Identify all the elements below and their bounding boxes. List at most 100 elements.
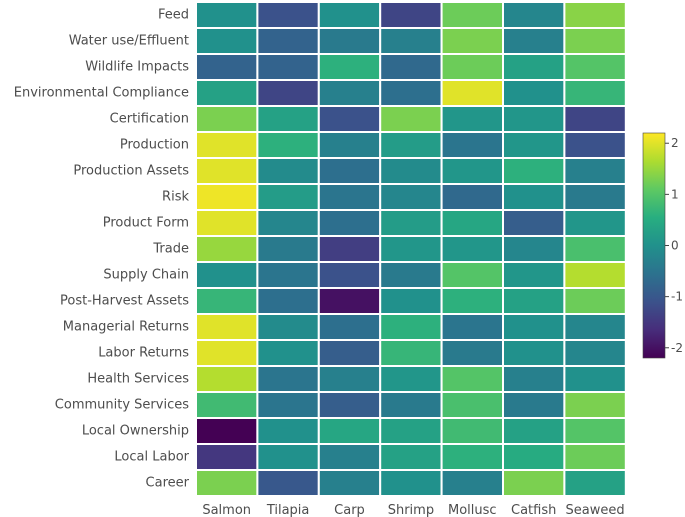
heatmap-cell-6-6 (563, 157, 627, 185)
heatmap-cell-0-6 (563, 1, 627, 29)
heatmap-cell-5-5 (502, 131, 566, 159)
heatmap-cell-8-6 (563, 209, 627, 237)
y-tick-label: Feed (158, 8, 189, 23)
heatmap-cell-15-2 (317, 391, 382, 419)
colorbar: 2 1 0 -1 -2 (642, 132, 683, 359)
heatmap-cell-3-1 (256, 79, 320, 107)
y-tick-label: Environmental Compliance (14, 86, 189, 101)
heatmap-cell-12-5 (502, 313, 566, 341)
heatmap-cell-3-5 (502, 79, 566, 107)
colorbar-gradient (642, 132, 666, 359)
x-tick-label: Salmon (202, 503, 251, 517)
heatmap-cell-18-3 (379, 469, 443, 497)
heatmap-cell-3-2 (317, 79, 382, 107)
heatmap-cell-3-0 (195, 79, 259, 107)
heatmap-cell-5-4 (440, 131, 505, 159)
heatmap-cell-3-4 (440, 79, 505, 107)
heatmap-cell-5-3 (379, 131, 443, 159)
heatmap-cell-1-6 (563, 27, 627, 55)
heatmap-cell-17-1 (256, 443, 320, 471)
heatmap-cell-4-0 (195, 105, 259, 133)
heatmap-cell-2-1 (256, 53, 320, 81)
heatmap-cell-10-4 (440, 261, 505, 289)
heatmap-cell-7-6 (563, 183, 627, 211)
y-tick-label: Trade (152, 242, 189, 257)
heatmap-cell-6-3 (379, 157, 443, 185)
x-tick-label: Catfish (511, 503, 556, 517)
heatmap-cell-16-1 (256, 417, 320, 445)
heatmap-cell-1-4 (440, 27, 505, 55)
heatmap-cell-10-5 (502, 261, 566, 289)
y-tick-label: Product Form (103, 216, 189, 231)
heatmap-cells (195, 1, 627, 497)
heatmap-cell-16-2 (317, 417, 382, 445)
heatmap-cell-9-6 (563, 235, 627, 263)
y-tick-label: Career (146, 476, 190, 491)
heatmap-cell-0-4 (440, 1, 505, 29)
heatmap-cell-10-1 (256, 261, 320, 289)
heatmap-cell-7-0 (195, 183, 259, 211)
y-tick-label: Managerial Returns (63, 320, 189, 335)
heatmap-cell-12-0 (195, 313, 259, 341)
heatmap-cell-0-1 (256, 1, 320, 29)
heatmap-cell-1-2 (317, 27, 382, 55)
heatmap-cell-0-2 (317, 1, 382, 29)
heatmap-cell-6-2 (317, 157, 382, 185)
heatmap-cell-17-0 (195, 443, 259, 471)
heatmap-cell-9-3 (379, 235, 443, 263)
heatmap-cell-15-4 (440, 391, 505, 419)
heatmap-cell-11-4 (440, 287, 505, 315)
heatmap-cell-8-0 (195, 209, 259, 237)
heatmap-cell-10-3 (379, 261, 443, 289)
heatmap-cell-13-2 (317, 339, 382, 367)
heatmap-cell-0-3 (379, 1, 443, 29)
heatmap-cell-8-3 (379, 209, 443, 237)
x-tick-label: Carp (334, 503, 365, 517)
heatmap-cell-2-4 (440, 53, 505, 81)
heatmap-cell-12-1 (256, 313, 320, 341)
heatmap-cell-16-4 (440, 417, 505, 445)
heatmap-cell-2-2 (317, 53, 382, 81)
y-tick-label: Health Services (87, 372, 189, 387)
heatmap-cell-12-3 (379, 313, 443, 341)
heatmap-cell-18-5 (502, 469, 566, 497)
y-tick-label: Wildlife Impacts (85, 60, 189, 75)
heatmap-cell-0-5 (502, 1, 566, 29)
heatmap-cell-14-4 (440, 365, 505, 393)
y-tick-label: Water use/Effluent (69, 34, 189, 49)
heatmap-cell-4-5 (502, 105, 566, 133)
heatmap-cell-8-1 (256, 209, 320, 237)
y-tick-label: Production (120, 138, 189, 153)
heatmap-cell-12-4 (440, 313, 505, 341)
heatmap-cell-8-2 (317, 209, 382, 237)
heatmap-cell-3-3 (379, 79, 443, 107)
heatmap-cell-14-5 (502, 365, 566, 393)
heatmap-cell-5-6 (563, 131, 627, 159)
heatmap-cell-11-3 (379, 287, 443, 315)
y-tick-labels: Feed Water use/Effluent Wildlife Impacts En… (14, 8, 190, 491)
heatmap-cell-6-1 (256, 157, 320, 185)
heatmap-cell-13-5 (502, 339, 566, 367)
heatmap-cell-17-2 (317, 443, 382, 471)
x-tick-label: Seaweed (566, 503, 625, 517)
y-tick-label: Community Services (55, 398, 189, 413)
heatmap-cell-7-2 (317, 183, 382, 211)
x-tick-label: Shrimp (388, 503, 434, 517)
heatmap-cell-15-0 (195, 391, 259, 419)
heatmap-cell-11-1 (256, 287, 320, 315)
heatmap-cell-17-3 (379, 443, 443, 471)
y-tick-label: Risk (162, 190, 189, 205)
heatmap-cell-8-5 (502, 209, 566, 237)
heatmap-cell-15-6 (563, 391, 627, 419)
y-tick-label: Post-Harvest Assets (60, 294, 189, 309)
heatmap-cell-16-5 (502, 417, 566, 445)
colorbar-tick-label: -1 (671, 290, 683, 304)
heatmap-cell-2-3 (379, 53, 443, 81)
heatmap-cell-15-5 (502, 391, 566, 419)
heatmap-cell-11-2 (317, 287, 382, 315)
heatmap-cell-2-6 (563, 53, 627, 81)
x-tick-labels: Salmon Tilapia Carp Shrimp Mollusc Catfish Sea… (202, 503, 624, 517)
heatmap-cell-10-0 (195, 261, 259, 289)
y-tick-label: Production Assets (73, 164, 189, 179)
